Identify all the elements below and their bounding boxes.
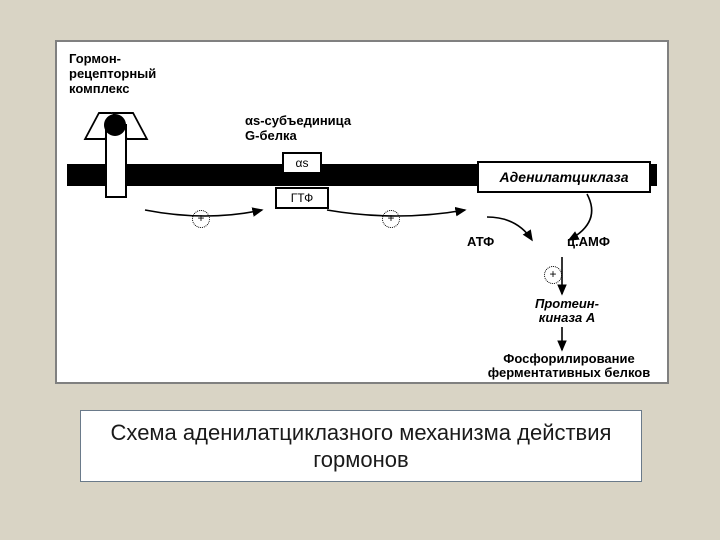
label-phosphorylation: Фосфорилирование ферментативных белков (479, 352, 659, 381)
label-phos-l2: ферментативных белков (488, 365, 650, 380)
text-adenyl: Аденилатциклаза (500, 169, 629, 185)
slide: Гормон- рецепторный комплекс αs-субъедин… (0, 0, 720, 540)
label-g-subunit-l2: G-белка (245, 128, 297, 143)
label-pka-l1: Протеин- (535, 296, 599, 311)
label-complex-l2: рецепторный (69, 66, 156, 81)
plus-icon-2: + (382, 210, 400, 228)
text-gtp: ГТФ (291, 191, 314, 205)
box-gtp: ГТФ (275, 187, 329, 209)
label-complex: Гормон- рецепторный комплекс (69, 52, 156, 97)
label-complex-l1: Гормон- (69, 51, 121, 66)
label-complex-l3: комплекс (69, 81, 129, 96)
plus-icon-3: + (544, 266, 562, 284)
label-camp: ц.АМФ (567, 235, 610, 249)
diagram-panel: Гормон- рецепторный комплекс αs-субъедин… (55, 40, 669, 384)
label-pka-l2: киназа А (539, 310, 595, 325)
label-atp: АТФ (467, 235, 494, 249)
caption-box: Схема аденилатциклазного механизма дейст… (80, 410, 642, 482)
label-g-subunit: αs-субъединица G-белка (245, 114, 351, 144)
label-phos-l1: Фосфорилирование (503, 351, 634, 366)
text-alpha-s: αs (296, 156, 309, 170)
hormone-ball (104, 114, 126, 136)
box-adenyl-cyclase: Аденилатциклаза (477, 161, 651, 193)
label-pka: Протеин- киназа А (527, 297, 607, 326)
label-g-subunit-l1: αs-субъединица (245, 113, 351, 128)
plus-icon-1: + (192, 210, 210, 228)
caption-text: Схема аденилатциклазного механизма дейст… (81, 419, 641, 474)
box-alpha-s: αs (282, 152, 322, 174)
